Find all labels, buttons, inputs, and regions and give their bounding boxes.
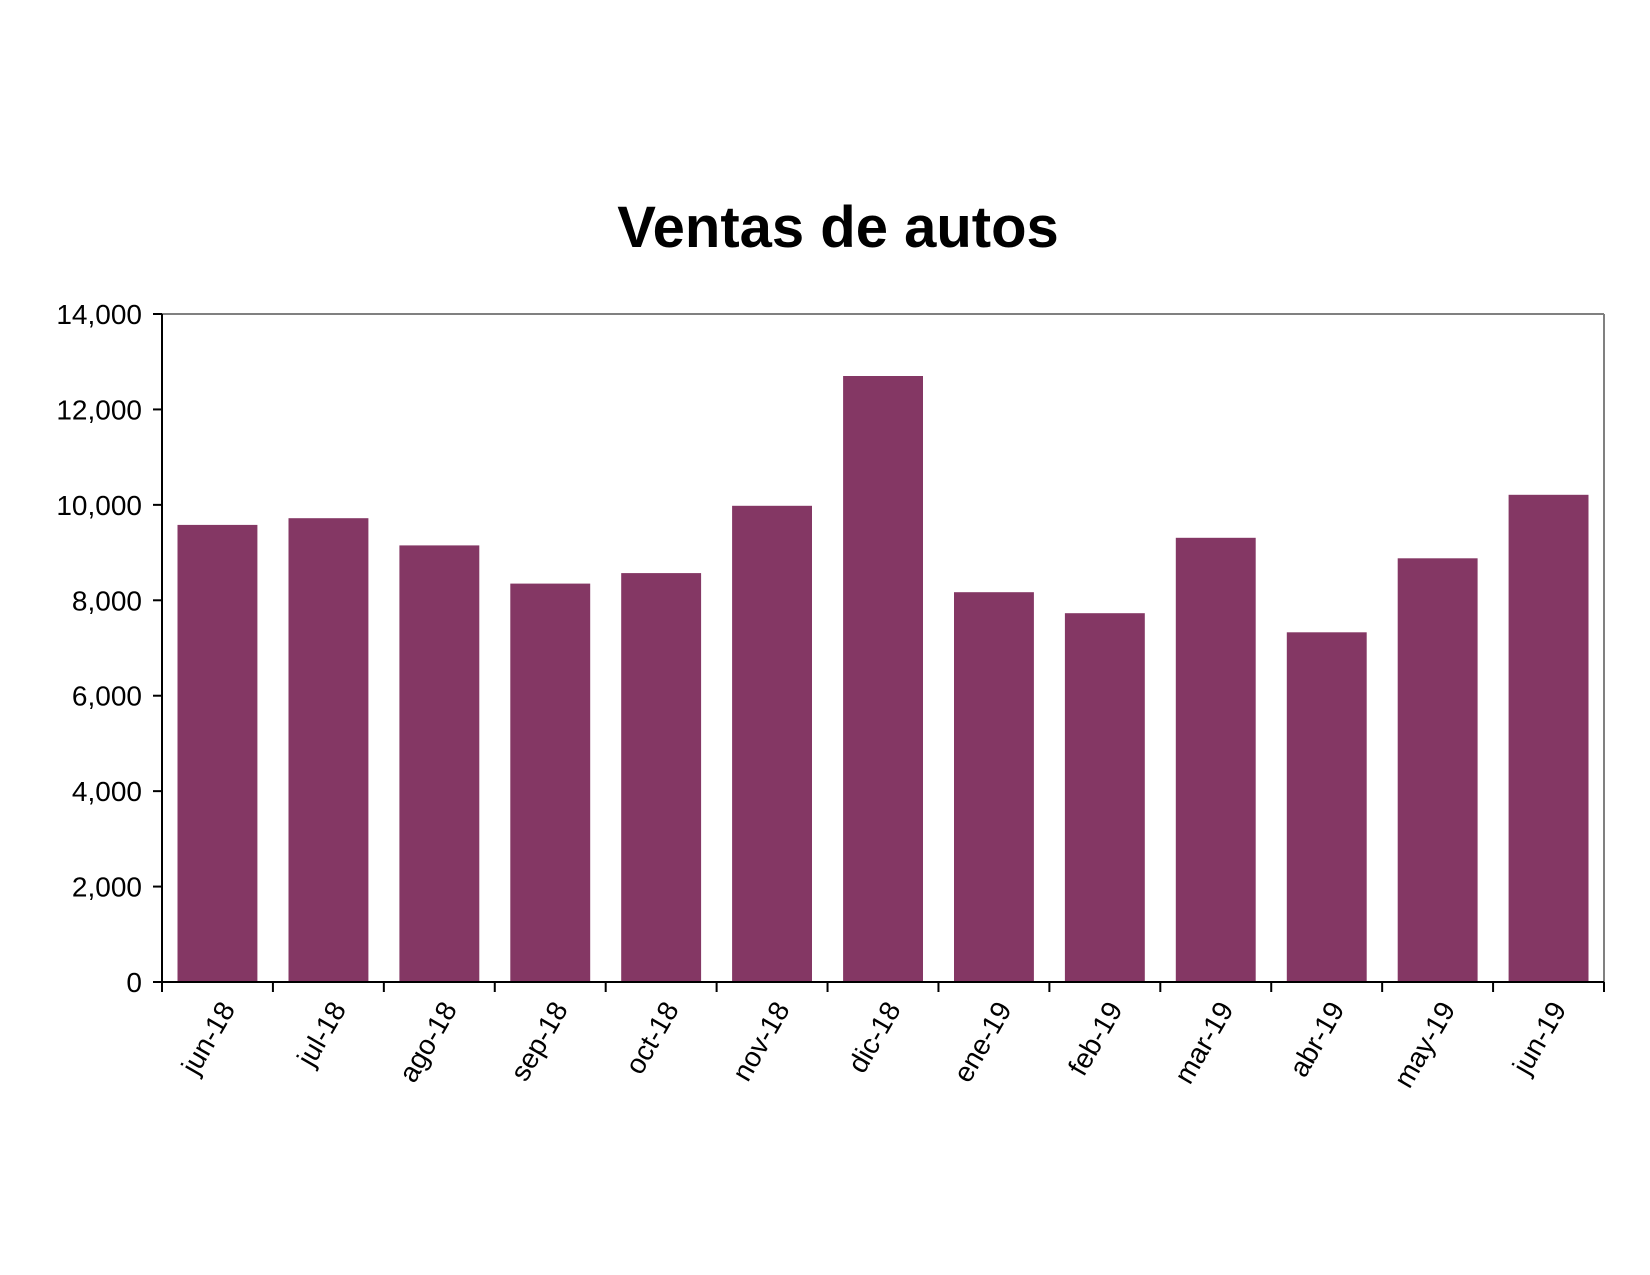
x-tick-label: feb-19 — [1062, 996, 1129, 1080]
y-tick-label: 6,000 — [72, 681, 142, 712]
bar-sep-18 — [510, 583, 591, 982]
bar-jun-19 — [1508, 494, 1589, 982]
y-axis: 0 2,000 4,000 6,000 8,000 10,000 12,000 14,000 — [56, 299, 163, 998]
y-tick-label: 12,000 — [56, 394, 142, 425]
y-tick-label: 14,000 — [56, 299, 142, 330]
bars-layer — [177, 376, 1589, 982]
bar-abr-19 — [1286, 632, 1367, 982]
x-tick-label: ago-18 — [393, 996, 463, 1087]
x-tick-label: dic-18 — [842, 996, 907, 1078]
y-tick-label: 4,000 — [72, 776, 142, 807]
bar-dic-18 — [843, 376, 923, 982]
bar-nov-18 — [732, 505, 812, 982]
bar-jun-18 — [177, 524, 258, 982]
chart-title: Ventas de autos — [617, 195, 1059, 260]
x-tick-label: may-19 — [1388, 996, 1462, 1092]
plot-frame — [162, 313, 1605, 982]
x-tick-label: mar-19 — [1168, 996, 1239, 1088]
bar-ene-19 — [954, 592, 1034, 982]
x-tick-label: nov-18 — [726, 996, 796, 1086]
x-tick-label: abr-19 — [1283, 996, 1350, 1082]
x-tick-label: sep-18 — [504, 996, 574, 1086]
x-tick-label: oct-18 — [619, 996, 685, 1079]
bar-may-19 — [1397, 558, 1478, 982]
bar-oct-18 — [621, 573, 702, 982]
bar-ago-18 — [399, 545, 480, 982]
x-axis: jun-18 jul-18 ago-18 sep-18 oct-18 nov-18 dic-… — [161, 981, 1605, 1093]
bar-jul-18 — [288, 518, 369, 982]
bar-feb-19 — [1064, 613, 1145, 982]
x-tick-label: jun-18 — [175, 996, 241, 1080]
x-tick-label: jul-18 — [290, 996, 352, 1072]
x-tick-label: ene-19 — [947, 996, 1017, 1087]
bar-mar-19 — [1175, 537, 1256, 982]
x-tick-label: jun-19 — [1506, 996, 1572, 1080]
y-tick-label: 8,000 — [72, 585, 142, 616]
y-tick-label: 0 — [126, 967, 142, 998]
y-tick-label: 10,000 — [56, 490, 142, 521]
y-tick-label: 2,000 — [72, 872, 142, 903]
